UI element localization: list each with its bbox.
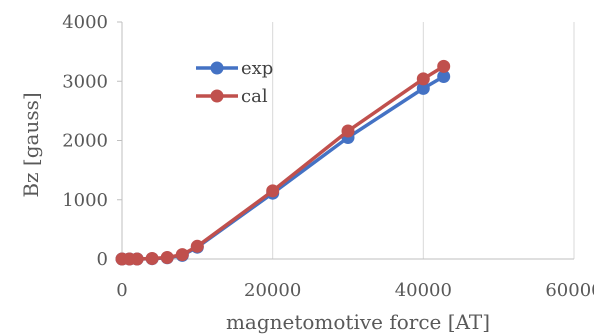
y-tick-label: 3000: [62, 71, 108, 92]
x-tick-label: 40000: [395, 280, 452, 301]
legend-label-cal: cal: [241, 86, 268, 107]
data-point-exp: [416, 81, 430, 95]
legend-entry-exp: exp: [196, 58, 273, 79]
legend-marker-cal: [210, 89, 224, 103]
data-point-cal: [437, 59, 451, 73]
series-line-exp: [122, 74, 445, 261]
series-cal: [115, 59, 451, 266]
data-point-cal: [175, 248, 189, 262]
gridlines: [272, 22, 575, 259]
legend-entry-cal: cal: [196, 86, 268, 107]
series-exp: [115, 70, 451, 266]
x-axis-ticks: 0 20000 40000 60000: [116, 280, 594, 301]
y-tick-label: 1000: [62, 190, 108, 211]
x-axis-title: magnetomotive force [AT]: [226, 310, 490, 334]
plot-series: [115, 59, 451, 266]
y-tick-label: 2000: [62, 131, 108, 152]
x-tick-label: 20000: [244, 280, 301, 301]
data-point-exp: [437, 70, 451, 83]
data-point-cal: [190, 239, 204, 253]
data-point-cal: [130, 252, 144, 266]
legend-marker-exp: [210, 61, 224, 75]
y-tick-label: 4000: [62, 12, 108, 33]
data-point-cal: [341, 124, 355, 138]
data-point-cal: [160, 251, 174, 264]
x-tick-label: 0: [116, 280, 127, 301]
y-axis-title: Bz [gauss]: [19, 92, 43, 197]
legend: exp cal: [196, 58, 273, 107]
y-axis-ticks: 0 1000 2000 3000 4000: [62, 12, 122, 270]
legend-label-exp: exp: [241, 58, 273, 79]
data-point-cal: [416, 72, 430, 86]
data-point-cal: [145, 252, 159, 265]
y-tick-label: 0: [97, 249, 108, 270]
data-point-cal: [266, 184, 280, 198]
series-line-cal: [122, 64, 445, 261]
x-tick-label: 60000: [545, 280, 594, 301]
